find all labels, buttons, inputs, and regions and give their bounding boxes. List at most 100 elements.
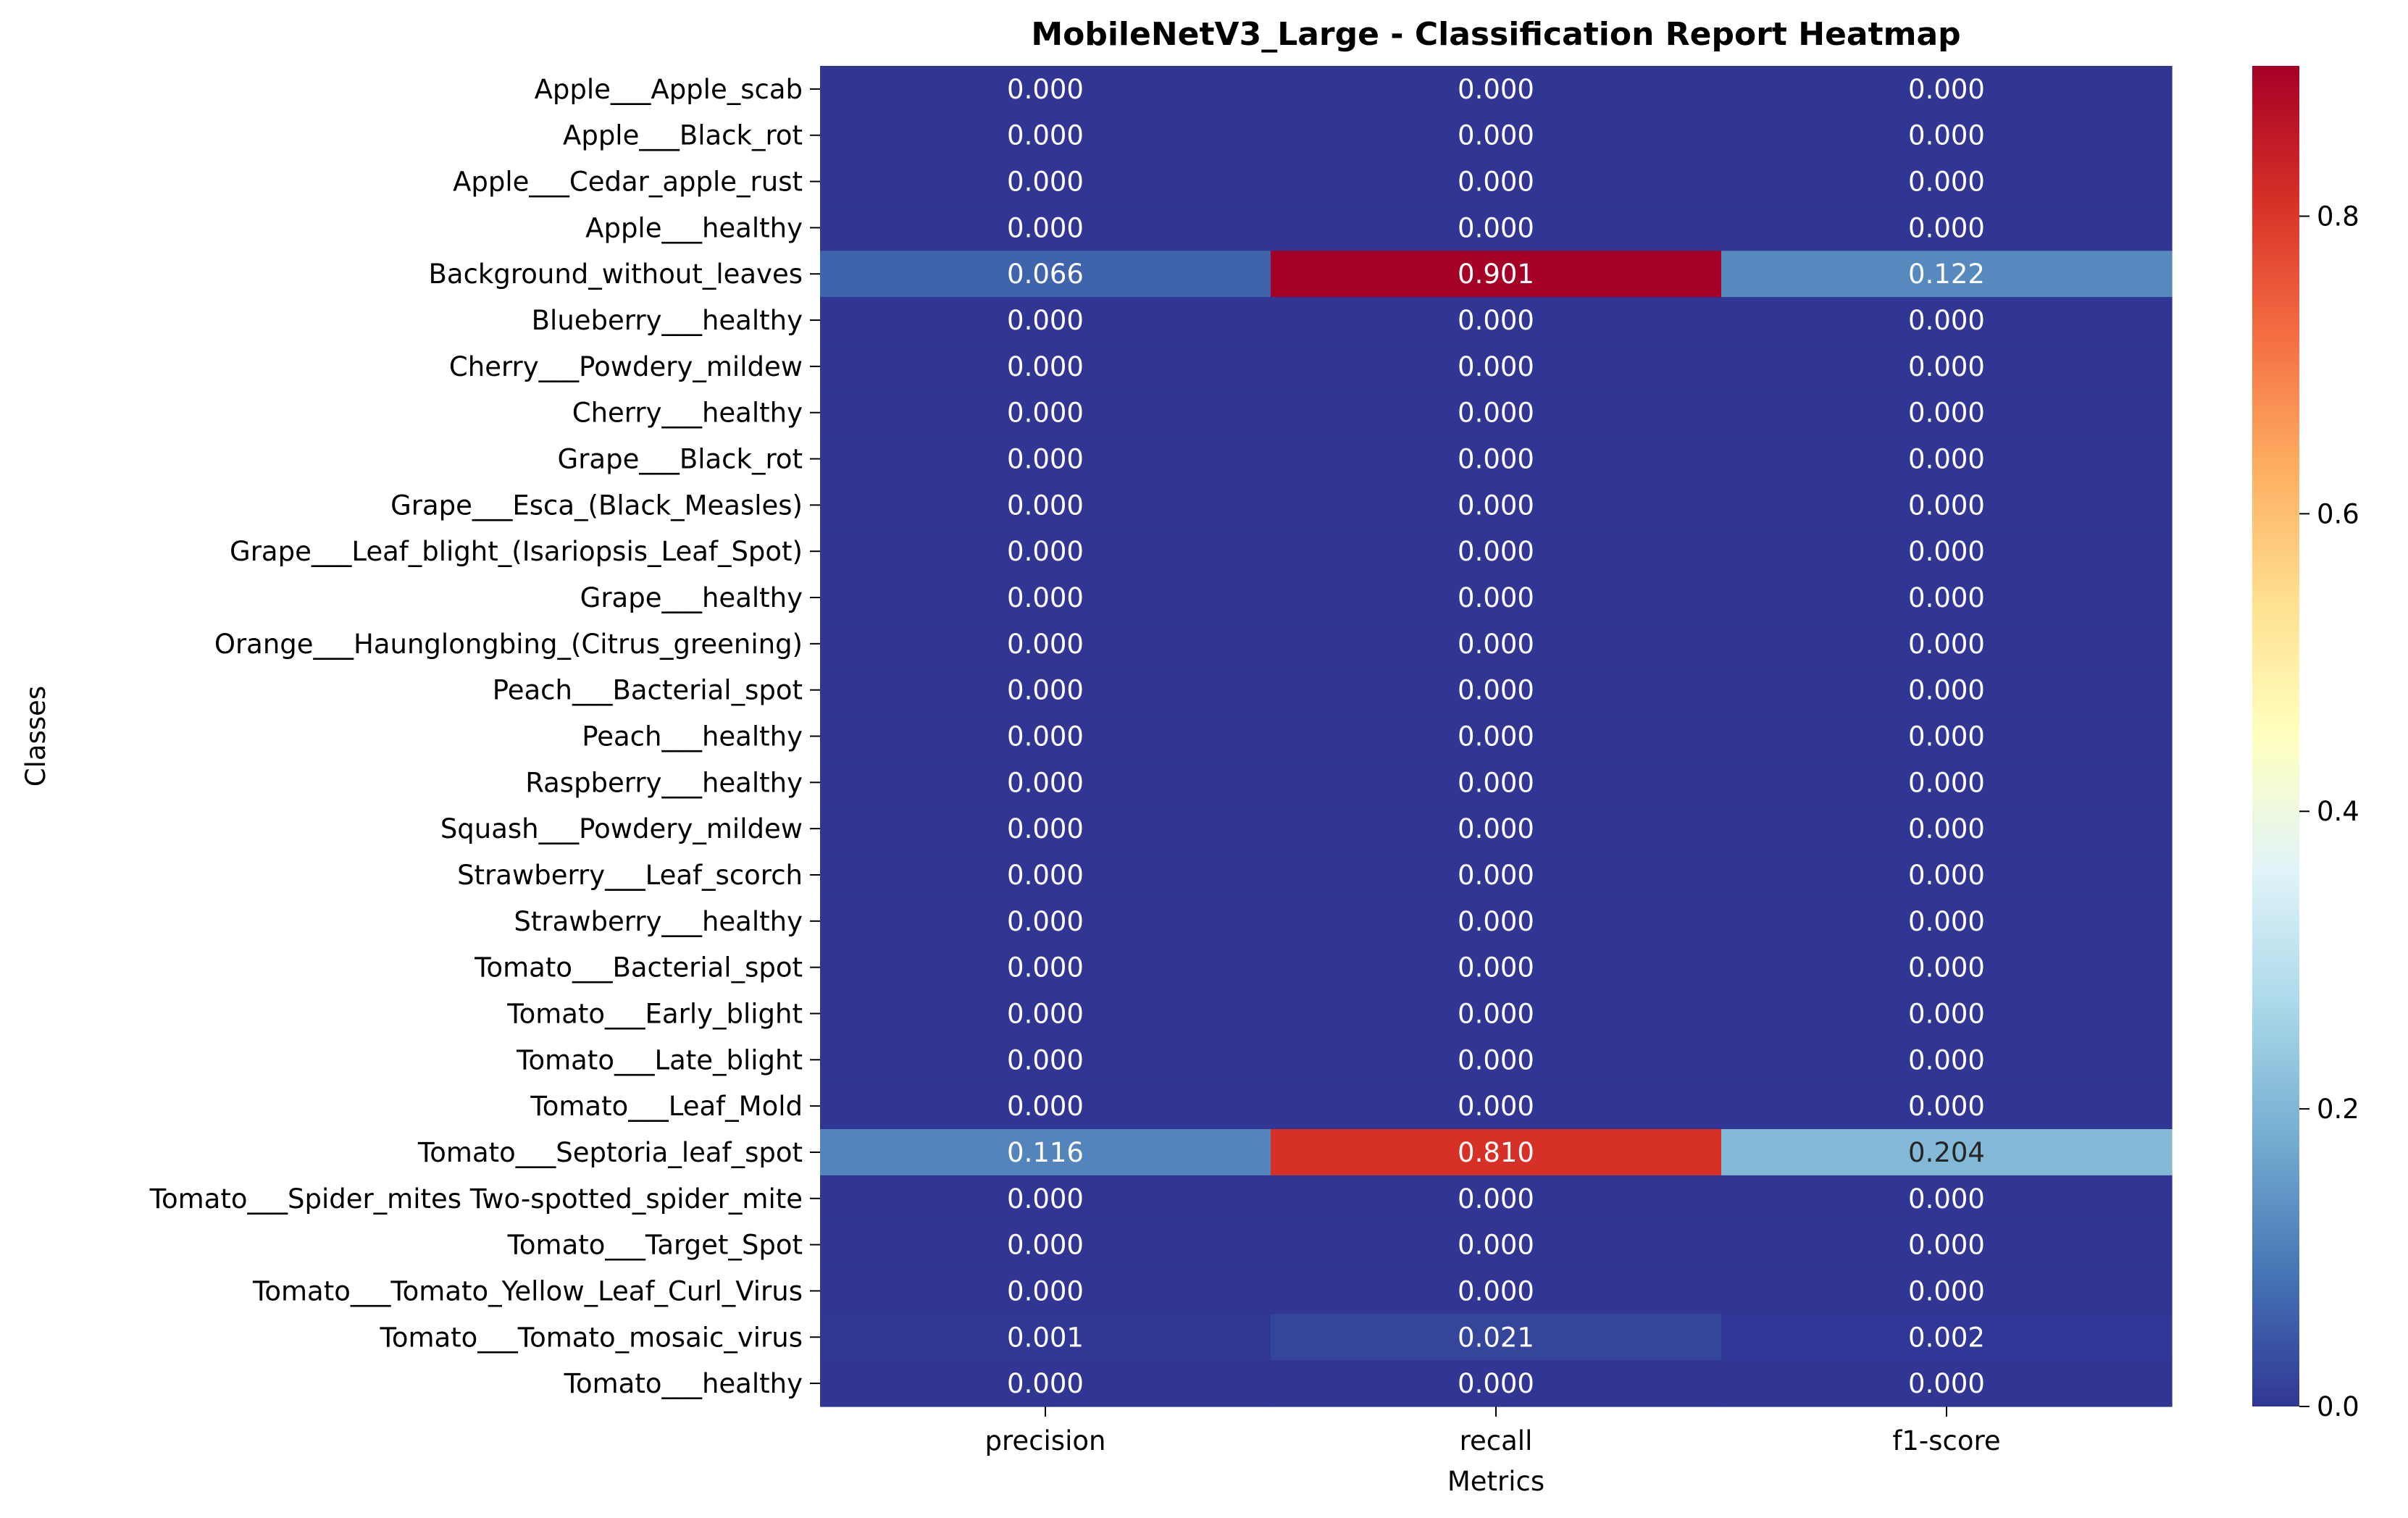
heatmap-cell <box>1271 297 1722 344</box>
heatmap-cell <box>1721 759 2173 806</box>
heatmap-cell <box>820 1129 1271 1176</box>
cell-value-label: 0.002 <box>1908 1322 1985 1353</box>
heatmap-cell <box>1721 66 2173 113</box>
x-tick-label: precision <box>985 1425 1106 1456</box>
heatmap-cell <box>1271 1036 1722 1083</box>
y-tick-label: Apple___Apple_scab <box>535 74 803 105</box>
heatmap-cell <box>820 251 1271 298</box>
heatmap-cell <box>1721 1221 2173 1269</box>
cell-value-label: 0.000 <box>1458 490 1534 521</box>
heatmap-cell <box>1721 251 2173 298</box>
y-tick-label: Squash___Powdery_mildew <box>440 813 803 844</box>
heatmap-cell <box>820 297 1271 344</box>
heatmap-cell <box>820 389 1271 437</box>
cell-value-label: 0.116 <box>1007 1137 1084 1168</box>
cell-value-label: 0.000 <box>1908 1091 1985 1122</box>
heatmap-cell <box>1721 1036 2173 1083</box>
cell-value-label: 0.000 <box>1908 536 1985 567</box>
heatmap-cell <box>1721 805 2173 852</box>
cell-value-label: 0.000 <box>1458 444 1534 475</box>
heatmap-cell <box>1271 944 1722 991</box>
cell-value-label: 0.000 <box>1908 767 1985 798</box>
heatmap-cell <box>820 1314 1271 1361</box>
y-tick-label: Tomato___Target_Spot <box>507 1230 803 1261</box>
cell-value-label: 0.000 <box>1007 860 1084 891</box>
cell-value-label: 0.000 <box>1908 305 1985 336</box>
cell-value-label: 0.000 <box>1908 74 1985 105</box>
cell-value-label: 0.000 <box>1007 813 1084 844</box>
heatmap-cell <box>820 343 1271 390</box>
y-tick-label: Tomato___Spider_mites Two-spotted_spider… <box>149 1183 803 1215</box>
heatmap-cell <box>1271 666 1722 714</box>
heatmap-cell <box>820 805 1271 852</box>
heatmap-cell <box>1271 759 1722 806</box>
cell-value-label: 0.000 <box>1007 952 1084 984</box>
cell-value-label: 0.000 <box>1007 906 1084 937</box>
y-tick-label: Cherry___Powdery_mildew <box>449 351 803 382</box>
cell-value-label: 0.000 <box>1908 582 1985 613</box>
cell-value-label: 0.000 <box>1908 1183 1985 1215</box>
cell-value-label: 0.000 <box>1007 120 1084 151</box>
cell-value-label: 0.000 <box>1908 675 1985 706</box>
heatmap-cell <box>820 1083 1271 1130</box>
heatmap-cell <box>1271 897 1722 945</box>
heatmap-cell <box>1721 944 2173 991</box>
cell-value-label: 0.000 <box>1458 1044 1534 1075</box>
cell-value-label: 0.000 <box>1007 536 1084 567</box>
y-tick-label: Peach___Bacterial_spot <box>493 675 803 706</box>
cell-value-label: 0.000 <box>1908 398 1985 429</box>
heatmap-cell <box>1271 1129 1722 1176</box>
heatmap-cell <box>1721 1083 2173 1130</box>
heatmap-cell <box>820 66 1271 113</box>
heatmap-cell <box>820 852 1271 899</box>
heatmap-cell <box>1721 897 2173 945</box>
heatmap-cell <box>1721 112 2173 159</box>
heatmap-cell <box>820 435 1271 483</box>
cell-value-label: 0.000 <box>1007 398 1084 429</box>
cell-value-label: 0.000 <box>1458 1230 1534 1261</box>
cell-value-label: 0.000 <box>1458 629 1534 660</box>
cell-value-label: 0.000 <box>1458 721 1534 752</box>
cell-value-label: 0.000 <box>1007 74 1084 105</box>
cell-value-label: 0.000 <box>1458 74 1534 105</box>
x-tick-label: f1-score <box>1892 1425 2000 1456</box>
heatmap-cell <box>1721 1267 2173 1314</box>
heatmap-cell <box>1271 574 1722 621</box>
y-tick-label: Grape___healthy <box>580 582 803 613</box>
cell-value-label: 0.000 <box>1458 813 1534 844</box>
x-axis-ticks: precision recall f1-score <box>985 1406 2001 1456</box>
cell-value-label: 0.000 <box>1908 1230 1985 1261</box>
y-axis-label: Classes <box>20 686 51 787</box>
heatmap-cell <box>820 1175 1271 1223</box>
heatmap-cell <box>1271 620 1722 668</box>
cell-value-label: 0.000 <box>1908 721 1985 752</box>
cell-value-label: 0.000 <box>1908 629 1985 660</box>
heatmap-cell <box>1271 990 1722 1037</box>
heatmap-cell <box>1271 251 1722 298</box>
cell-value-label: 0.000 <box>1458 305 1534 336</box>
y-tick-label: Apple___Black_rot <box>563 120 803 151</box>
cell-value-label: 0.000 <box>1007 490 1084 521</box>
heatmap-cell <box>820 620 1271 668</box>
cell-value-labels: 0.000 0.000 0.000 0.000 0.000 0.000 0.000 0.000… <box>1007 74 1985 1399</box>
y-tick-label: Orange___Haunglongbing_(Citrus_greening) <box>214 629 803 660</box>
heatmap-cells <box>820 66 2173 1407</box>
heatmap-cell <box>820 759 1271 806</box>
heatmap-cell <box>1721 482 2173 529</box>
cell-value-label: 0.000 <box>1458 212 1534 243</box>
cell-value-label: 0.000 <box>1908 1368 1985 1399</box>
heatmap-cell <box>1271 1314 1722 1361</box>
cell-value-label: 0.000 <box>1007 1091 1084 1122</box>
cell-value-label: 0.021 <box>1458 1322 1534 1353</box>
cell-value-label: 0.000 <box>1007 629 1084 660</box>
heatmap-cell <box>1721 1360 2173 1407</box>
heatmap-cell <box>1271 112 1722 159</box>
cell-value-label: 0.000 <box>1007 351 1084 382</box>
cell-value-label: 0.000 <box>1007 998 1084 1029</box>
chart-title: MobileNetV3_Large - Classification Repor… <box>1031 16 1960 53</box>
heatmap-cell <box>820 574 1271 621</box>
y-tick-label: Strawberry___healthy <box>514 906 803 937</box>
heatmap-cell <box>1721 574 2173 621</box>
heatmap-cell <box>820 482 1271 529</box>
